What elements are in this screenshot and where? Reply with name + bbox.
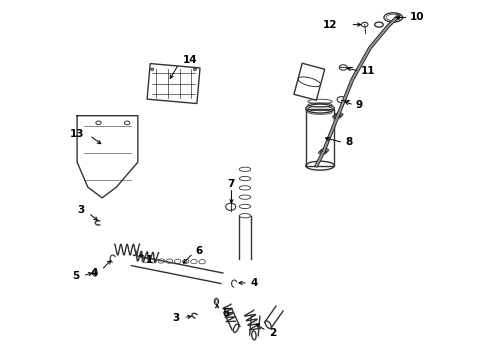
- Bar: [306, 109, 334, 166]
- Text: 1: 1: [146, 255, 153, 265]
- Bar: [294, 63, 325, 100]
- Text: 8: 8: [345, 138, 352, 148]
- Text: 3: 3: [78, 205, 85, 215]
- Text: 4: 4: [250, 278, 258, 288]
- Text: 10: 10: [410, 13, 424, 22]
- Text: 2: 2: [270, 328, 276, 338]
- Text: 11: 11: [361, 66, 376, 76]
- Bar: [147, 64, 200, 104]
- Text: 12: 12: [322, 19, 337, 30]
- Text: 13: 13: [70, 129, 84, 139]
- Text: 5: 5: [222, 308, 229, 318]
- Text: 9: 9: [356, 100, 363, 110]
- Text: 3: 3: [173, 313, 180, 323]
- Text: 5: 5: [72, 271, 79, 282]
- Text: 6: 6: [195, 246, 202, 256]
- Text: 14: 14: [182, 55, 197, 65]
- Text: 4: 4: [91, 268, 98, 278]
- Text: 7: 7: [228, 179, 235, 189]
